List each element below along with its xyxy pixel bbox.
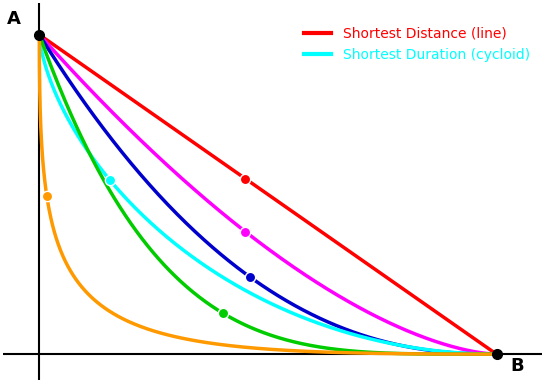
Point: [218, 310, 227, 316]
Point: [43, 193, 51, 200]
Text: B: B: [510, 357, 524, 375]
Point: [105, 177, 114, 183]
Point: [241, 176, 250, 182]
Legend: Shortest Distance (line), Shortest Duration (cycloid): Shortest Distance (line), Shortest Durat…: [298, 21, 535, 67]
Point: [246, 274, 255, 280]
Point: [241, 229, 250, 235]
Text: A: A: [7, 10, 21, 28]
